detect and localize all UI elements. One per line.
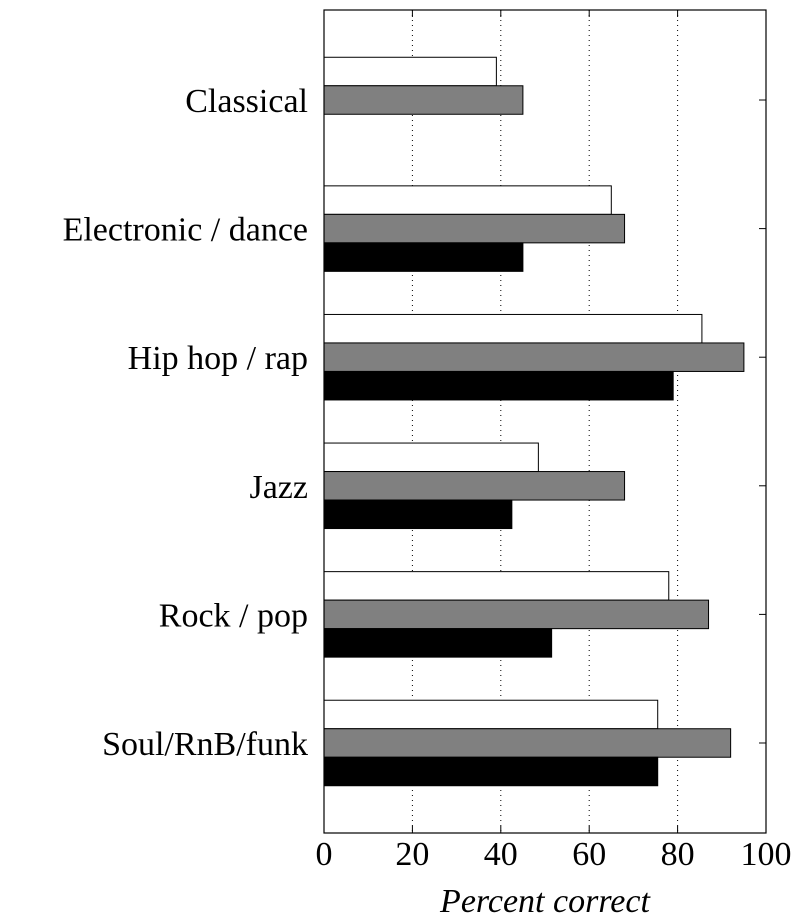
x-tick-label: 100 <box>741 836 792 873</box>
y-tick-label: Hip hop / rap <box>128 340 308 377</box>
x-tick-label: 0 <box>316 836 333 873</box>
bar <box>323 699 659 730</box>
bar <box>323 628 553 658</box>
plot-frame <box>323 9 767 834</box>
bar <box>323 370 674 401</box>
bar <box>323 599 710 630</box>
x-tick-label: 20 <box>395 836 429 873</box>
y-tick-label: Rock / pop <box>159 597 308 634</box>
bar <box>323 499 513 530</box>
x-tick-label: 80 <box>661 836 695 873</box>
y-tick-label: Classical <box>185 83 308 120</box>
bar <box>323 442 539 473</box>
bar <box>323 242 524 272</box>
bar <box>323 571 670 601</box>
y-tick-label: Electronic / dance <box>63 212 308 249</box>
y-tick-label: Jazz <box>249 469 308 506</box>
bar <box>323 756 659 787</box>
y-tick-label: Soul/RnB/funk <box>102 726 308 763</box>
bar <box>323 185 612 215</box>
bar <box>323 85 524 115</box>
bar <box>323 213 626 244</box>
bar <box>323 313 703 344</box>
x-tick-label: 60 <box>572 836 606 873</box>
bar <box>323 342 745 372</box>
x-axis-label: Percent correct <box>439 883 651 919</box>
bar <box>323 471 626 501</box>
bar <box>323 56 497 87</box>
bar <box>323 728 732 758</box>
x-tick-label: 40 <box>484 836 518 873</box>
